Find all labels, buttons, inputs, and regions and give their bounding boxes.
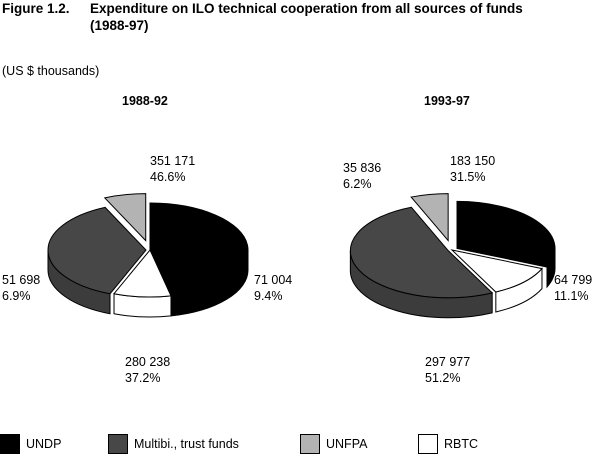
pie0-slice-undp xyxy=(149,202,249,297)
pie2-rbtc-value: 64 799 xyxy=(554,273,593,287)
legend-label-undp: UNDP xyxy=(26,437,62,451)
pie1-label-unfpa: 51 698 6.9% xyxy=(2,272,40,304)
legend-swatch-undp xyxy=(0,434,20,454)
pie1-slice-rbtc xyxy=(450,249,543,293)
pie1-undp-percent: 46.6% xyxy=(150,170,186,184)
pie2-label-unfpa: 35 836 6.2% xyxy=(343,160,381,192)
pie1-slice-undp xyxy=(456,200,556,268)
pie1-undp-value: 351 171 xyxy=(150,154,196,168)
figure-title-text: Expenditure on ILO technical cooperation… xyxy=(90,0,590,34)
pie2-label-undp: 183 150 31.5% xyxy=(450,153,495,185)
pie1-unfpa-value: 51 698 xyxy=(2,273,41,287)
legend-swatch-unfpa xyxy=(300,434,320,454)
pie1-label-rbtc: 71 004 9.4% xyxy=(254,272,292,304)
pie1-multibi-percent: 37.2% xyxy=(125,371,161,385)
units-label: (US $ thousands) xyxy=(2,64,100,78)
pie2-label-multibi: 297 977 51.2% xyxy=(425,354,470,386)
legend-item-rbtc: RBTC xyxy=(418,433,478,455)
pie1-rbtc-value: 71 004 xyxy=(254,273,293,287)
legend-swatch-rbtc xyxy=(418,434,438,454)
pie2-undp-value: 183 150 xyxy=(450,154,496,168)
pie-1 xyxy=(349,193,556,319)
legend-item-undp: UNDP xyxy=(0,433,61,455)
pie1-unfpa-percent: 6.9% xyxy=(2,289,31,303)
legend: UNDP Multibi., trust funds UNFPA RBTC xyxy=(0,433,594,455)
pie0-slice-multibi xyxy=(47,206,147,295)
chart-title-1993-97: 1993-97 xyxy=(424,94,470,108)
figure-title-line2: (1988-97) xyxy=(90,18,149,33)
figure-number: Figure 1.2. xyxy=(2,1,70,16)
pie1-multibi-value: 280 238 xyxy=(125,355,171,369)
figure-title-line1: Expenditure on ILO technical cooperation… xyxy=(90,1,523,16)
pie0-slice-unfpa xyxy=(103,193,147,242)
pie1-slice-unfpa xyxy=(410,193,449,242)
pie-0 xyxy=(47,193,249,318)
legend-item-multibi: Multibi., trust funds xyxy=(108,433,239,455)
pie2-undp-percent: 31.5% xyxy=(450,170,486,184)
pie2-label-rbtc: 64 799 11.1% xyxy=(554,272,592,304)
pie2-unfpa-percent: 6.2% xyxy=(343,177,372,191)
legend-label-unfpa: UNFPA xyxy=(326,437,368,451)
pie1-label-undp: 351 171 46.6% xyxy=(150,153,195,185)
pie1-rbtc-percent: 9.4% xyxy=(254,289,283,303)
pie0-slice-rbtc xyxy=(113,249,172,298)
pie1-slice-multibi xyxy=(349,206,494,299)
legend-item-unfpa: UNFPA xyxy=(300,433,367,455)
legend-label-rbtc: RBTC xyxy=(444,437,479,451)
pie2-rbtc-percent: 11.1% xyxy=(554,289,589,303)
pie2-multibi-value: 297 977 xyxy=(425,355,471,369)
legend-label-multibi: Multibi., trust funds xyxy=(134,437,239,451)
pie1-label-multibi: 280 238 37.2% xyxy=(125,354,170,386)
chart-title-1988-92: 1988-92 xyxy=(122,94,168,108)
pie2-multibi-percent: 51.2% xyxy=(425,371,461,385)
legend-swatch-multibi xyxy=(108,434,128,454)
pie2-unfpa-value: 35 836 xyxy=(343,161,382,175)
